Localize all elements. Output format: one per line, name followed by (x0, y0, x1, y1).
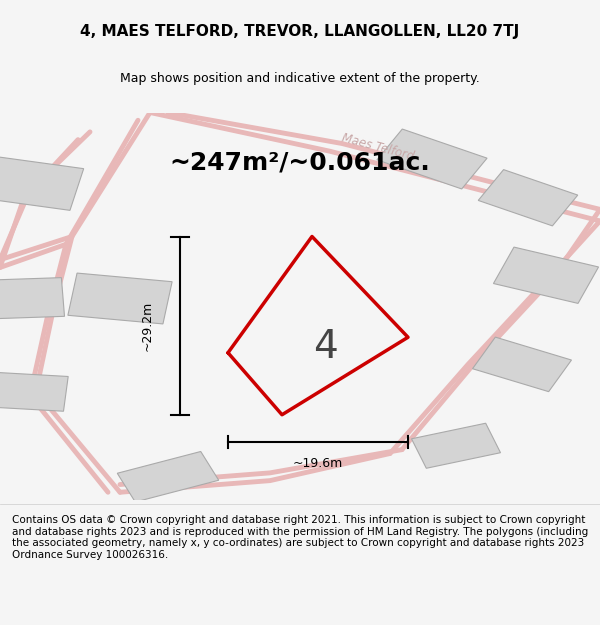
Text: Map shows position and indicative extent of the property.: Map shows position and indicative extent… (120, 72, 480, 85)
Polygon shape (68, 273, 172, 324)
Polygon shape (0, 278, 65, 319)
Text: ~29.2m: ~29.2m (140, 301, 154, 351)
Text: ~247m²/~0.061ac.: ~247m²/~0.061ac. (170, 151, 430, 175)
Polygon shape (473, 337, 571, 392)
Polygon shape (412, 423, 500, 468)
Polygon shape (493, 247, 599, 303)
Polygon shape (0, 372, 68, 411)
Polygon shape (0, 154, 83, 211)
Text: ~19.6m: ~19.6m (293, 457, 343, 470)
Polygon shape (478, 169, 578, 226)
Polygon shape (117, 451, 219, 502)
Text: Contains OS data © Crown copyright and database right 2021. This information is : Contains OS data © Crown copyright and d… (12, 515, 588, 560)
Text: 4: 4 (313, 328, 338, 366)
Text: 4, MAES TELFORD, TREVOR, LLANGOLLEN, LL20 7TJ: 4, MAES TELFORD, TREVOR, LLANGOLLEN, LL2… (80, 24, 520, 39)
Text: Maes Telford: Maes Telford (340, 131, 416, 163)
Polygon shape (377, 129, 487, 189)
